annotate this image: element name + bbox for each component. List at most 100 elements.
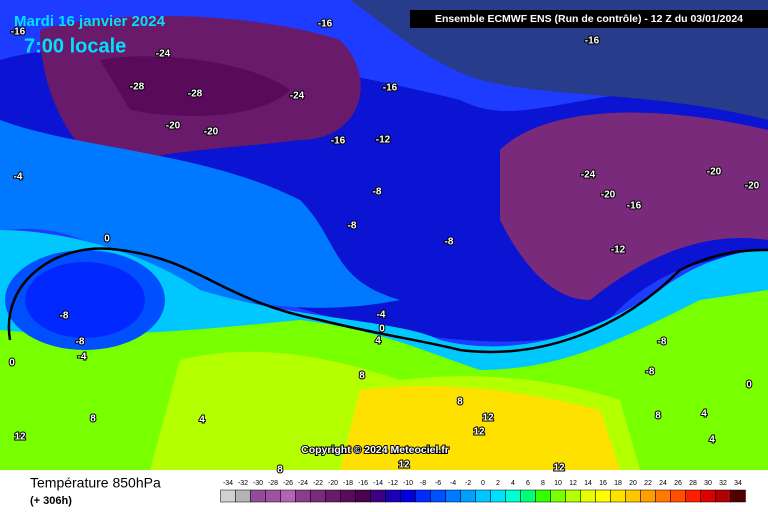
legend-label: 26 <box>674 480 682 487</box>
cold-core <box>25 262 145 338</box>
hot-zone <box>340 386 620 470</box>
contour-label: -8 <box>658 337 667 348</box>
contour-label: -20 <box>745 181 760 192</box>
contour-label: -16 <box>318 19 333 30</box>
legend-swatch <box>505 489 521 503</box>
legend-swatch <box>385 489 401 503</box>
contour-label: 0 <box>9 358 15 369</box>
legend-label: 10 <box>554 480 562 487</box>
contour-label: -12 <box>611 245 626 256</box>
contour-label: -20 <box>204 127 219 138</box>
legend-swatch <box>565 489 581 503</box>
header-bar <box>410 10 768 28</box>
contour-label: -4 <box>377 310 386 321</box>
forecast-date: Mardi 16 janvier 2024 <box>14 13 166 30</box>
legend-swatch <box>580 489 596 503</box>
legend-swatch <box>655 489 671 503</box>
legend-swatch <box>595 489 611 503</box>
footer-title: Température 850hPa <box>30 475 161 491</box>
legend-label: -4 <box>450 480 456 487</box>
mild-cold <box>0 120 400 308</box>
contour-label: -16 <box>383 83 398 94</box>
zero-isotherm <box>7 247 768 354</box>
contour-label: -8 <box>445 237 454 248</box>
contour-label: 0 <box>104 234 110 245</box>
purple-core <box>100 56 290 116</box>
contour-label: 12 <box>482 413 494 424</box>
contour-label: -28 <box>188 89 203 100</box>
legend-swatch <box>370 489 386 503</box>
contour-label: 4 <box>709 435 715 446</box>
legend-label: 22 <box>644 480 652 487</box>
contour-label: 8 <box>90 414 96 425</box>
contour-label: -24 <box>156 49 171 60</box>
contour-label: -16 <box>11 27 26 38</box>
legend-label: 28 <box>689 480 697 487</box>
legend-label: -6 <box>435 480 441 487</box>
legend-swatch <box>310 489 326 503</box>
contour-label: 8 <box>457 397 463 408</box>
contour-label: -16 <box>331 136 346 147</box>
legend-label: 2 <box>496 480 500 487</box>
legend-label: 12 <box>569 480 577 487</box>
legend-label: -30 <box>253 480 263 487</box>
legend-swatch <box>685 489 701 503</box>
legend-swatch <box>430 489 446 503</box>
legend-swatch <box>670 489 686 503</box>
legend-swatch <box>520 489 536 503</box>
contour-label: -20 <box>707 167 722 178</box>
legend-label: 30 <box>704 480 712 487</box>
legend-label: 34 <box>734 480 742 487</box>
legend-label: 24 <box>659 480 667 487</box>
contour-label: -20 <box>166 121 181 132</box>
contour-label: 12 <box>553 463 565 474</box>
legend-swatch <box>220 489 236 503</box>
legend-label: -24 <box>298 480 308 487</box>
legend-label: 6 <box>526 480 530 487</box>
legend-label: 20 <box>629 480 637 487</box>
contour-label: 0 <box>379 324 385 335</box>
contour-label: -4 <box>78 352 87 363</box>
contour-label: -8 <box>348 221 357 232</box>
legend-swatch <box>445 489 461 503</box>
contour-label: -28 <box>130 82 145 93</box>
legend-label: -8 <box>420 480 426 487</box>
contour-label: 8 <box>359 371 365 382</box>
contour-label: -8 <box>373 187 382 198</box>
legend-label: -14 <box>373 480 383 487</box>
legend-label: 14 <box>584 480 592 487</box>
copyright: Copyright © 2024 Meteociel.fr <box>301 444 449 456</box>
contour-label: 12 <box>398 460 410 471</box>
legend-label: -18 <box>343 480 353 487</box>
legend-swatch <box>340 489 356 503</box>
legend-swatch <box>640 489 656 503</box>
legend-label: -26 <box>283 480 293 487</box>
legend-swatch <box>625 489 641 503</box>
legend-label: -28 <box>268 480 278 487</box>
dark-zone <box>0 0 768 120</box>
contour-label: -12 <box>376 135 391 146</box>
legend-label: 16 <box>599 480 607 487</box>
legend-swatch <box>400 489 416 503</box>
legend-swatch <box>460 489 476 503</box>
legend-label: -32 <box>238 480 248 487</box>
legend-swatch <box>415 489 431 503</box>
contour-label: -24 <box>581 170 596 181</box>
contour-label: 4 <box>199 415 205 426</box>
legend-label: -34 <box>223 480 233 487</box>
contour-label: -16 <box>585 36 600 47</box>
contour-label: -8 <box>60 311 69 322</box>
contour-label: 8 <box>655 411 661 422</box>
footer-lead: (+ 306h) <box>30 495 72 507</box>
contour-label: -24 <box>290 91 305 102</box>
legend-swatch <box>700 489 716 503</box>
legend-label: 4 <box>511 480 515 487</box>
run-info: Ensemble ECMWF ENS (Run de contrôle) - 1… <box>435 13 743 25</box>
legend-swatch <box>730 489 746 503</box>
contour-label: -16 <box>627 201 642 212</box>
contour-label: 4 <box>375 336 381 347</box>
legend-swatch <box>355 489 371 503</box>
contour-label: 12 <box>473 427 485 438</box>
legend-swatch <box>550 489 566 503</box>
legend-label: -16 <box>358 480 368 487</box>
